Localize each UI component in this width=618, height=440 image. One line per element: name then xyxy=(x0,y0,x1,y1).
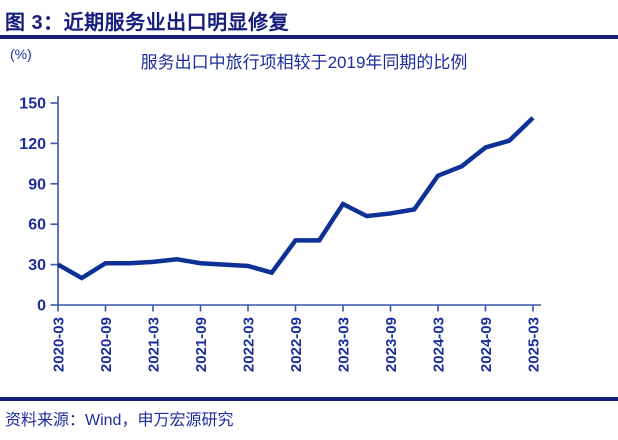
title-underline-rule xyxy=(0,35,618,39)
axes xyxy=(50,96,541,312)
y-tick-label: 30 xyxy=(28,257,46,274)
line-chart: 0 30 60 90 120 150 2020-03 2020-09 2021-03 2021-0… xyxy=(0,88,618,394)
x-tick-label: 2021-09 xyxy=(193,317,210,372)
y-tick-label: 150 xyxy=(19,96,46,113)
figure-title: 图 3：近期服务业出口明显修复 xyxy=(5,12,290,34)
source-text: 资料来源：Wind，申万宏源研究 xyxy=(5,412,234,429)
y-tick-label: 0 xyxy=(37,298,46,315)
chart-title: 服务出口中旅行项相较于2019年同期的比例 xyxy=(140,53,468,72)
x-tick-label: 2024-09 xyxy=(478,317,495,372)
x-tick-label: 2020-09 xyxy=(98,317,115,372)
x-tick-label: 2021-03 xyxy=(146,317,163,372)
x-tick-label: 2020-03 xyxy=(51,317,68,372)
x-tick-label: 2023-03 xyxy=(336,317,353,372)
x-tick-label: 2025-03 xyxy=(526,317,543,372)
footer-rule xyxy=(0,397,618,401)
x-tick-label: 2022-09 xyxy=(288,317,305,372)
x-tick-label: 2022-03 xyxy=(241,317,258,372)
series-line xyxy=(56,116,535,281)
y-axis-unit-label: (%) xyxy=(10,46,32,62)
y-tick-label: 120 xyxy=(19,136,46,153)
x-tick-label: 2024-03 xyxy=(431,317,448,372)
x-tick-label: 2023-09 xyxy=(383,317,400,372)
line-chart-svg: 0 30 60 90 120 150 2020-03 2020-09 2021-03 2021-0… xyxy=(19,96,543,373)
y-tick-label: 60 xyxy=(28,217,46,234)
y-tick-label: 90 xyxy=(28,176,46,193)
